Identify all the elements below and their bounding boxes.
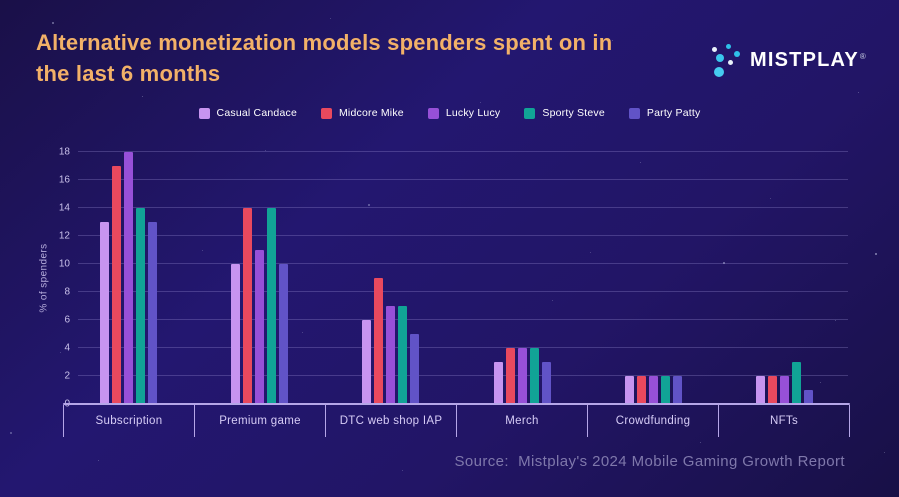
bar-sporty-steve-subscription [136,208,146,404]
gridline-18 [78,151,848,152]
bar-midcore-mike-premium-game [243,208,253,404]
y-tick-label-4: 4 [64,342,70,354]
y-tick-label-12: 12 [58,230,70,242]
bar-casual-candace-dtc-web-shop-iap [362,320,372,404]
gridline-14 [78,207,848,208]
category-cell-crowdfunding: Crowdfunding [587,405,718,437]
bar-party-patty-nfts [803,390,813,404]
mistplay-dots-icon [707,42,741,78]
bar-lucky-lucy-nfts [779,376,789,404]
y-tick-label-6: 6 [64,314,70,326]
y-tick-label-18: 18 [58,146,70,158]
page-title-line-1: Alternative monetization models spenders… [36,30,613,55]
gridline-6 [78,319,848,320]
category-label: NFTs [769,415,799,427]
bar-midcore-mike-crowdfunding [636,376,646,404]
bar-group-merch [457,152,588,404]
registered-trademark-symbol: ® [859,51,867,61]
legend-label: Casual Candace [216,107,297,119]
bar-series-area [63,152,850,404]
bar-sporty-steve-merch [529,348,539,404]
y-tick-label-14: 14 [58,202,70,214]
legend-item-casual-candace: Casual Candace [198,107,297,119]
gridline-10 [78,263,848,264]
bar-party-patty-merch [541,362,551,404]
x-axis-line [63,403,850,405]
legend-swatch-icon [524,107,536,119]
bar-lucky-lucy-crowdfunding [648,376,658,404]
category-label: Subscription [95,415,163,427]
legend-label: Party Patty [646,107,701,119]
bar-party-patty-crowdfunding [672,376,682,404]
gridline-2 [78,375,848,376]
plot-area: 024681012141618 [59,147,848,410]
bar-casual-candace-subscription [100,222,110,404]
legend-item-sporty-steve: Sporty Steve [524,107,605,119]
page-title-line-2: the last 6 months [36,61,221,86]
bar-lucky-lucy-premium-game [255,250,265,404]
category-cell-nfts: NFTs [718,405,850,437]
bar-sporty-steve-dtc-web-shop-iap [398,306,408,404]
legend-swatch-icon [320,107,332,119]
legend-label: Lucky Lucy [445,107,501,119]
gridline-4 [78,347,848,348]
category-label: Crowdfunding [615,415,691,427]
bar-group-subscription [63,152,194,404]
gridline-16 [78,179,848,180]
y-tick-label-10: 10 [58,258,70,270]
category-label: Merch [505,415,539,427]
x-axis-category-row: Subscription Premium game DTC web shop IAP… [63,405,850,437]
legend-item-midcore-mike: Midcore Mike [320,107,404,119]
category-cell-subscription: Subscription [63,405,194,437]
bar-group-premium-game [194,152,325,404]
source-attribution: Source: Mistplay's 2024 Mobile Gaming Gr… [454,453,845,470]
bar-group-nfts [719,152,850,404]
bar-casual-candace-nfts [755,376,765,404]
y-tick-label-2: 2 [64,370,70,382]
mistplay-logo: MISTPLAY® [707,42,866,78]
bar-sporty-steve-premium-game [267,208,277,404]
legend-label: Midcore Mike [338,107,404,119]
bar-midcore-mike-subscription [112,166,122,404]
legend-swatch-icon [198,107,210,119]
y-tick-label-8: 8 [64,286,70,298]
bar-lucky-lucy-merch [517,348,527,404]
legend-swatch-icon [427,107,439,119]
gridline-12 [78,235,848,236]
category-cell-premium-game: Premium game [194,405,325,437]
bar-lucky-lucy-subscription [124,152,134,404]
bar-midcore-mike-nfts [767,376,777,404]
bar-group-crowdfunding [588,152,719,404]
legend-item-lucky-lucy: Lucky Lucy [427,107,501,119]
bar-party-patty-premium-game [279,264,289,404]
y-axis-label: % of spenders [38,243,50,313]
gridline-8 [78,291,848,292]
bar-party-patty-dtc-web-shop-iap [410,334,420,404]
bar-casual-candace-crowdfunding [624,376,634,404]
category-label: Premium game [219,415,301,427]
category-cell-merch: Merch [456,405,587,437]
bar-sporty-steve-nfts [791,362,801,404]
chart-legend: Casual Candace Midcore Mike Lucky Lucy Spor… [0,107,899,119]
bar-casual-candace-premium-game [231,264,241,404]
category-cell-dtc-web-shop-iap: DTC web shop IAP [325,405,456,437]
category-label: DTC web shop IAP [339,415,443,427]
bar-party-patty-subscription [148,222,158,404]
bar-sporty-steve-crowdfunding [660,376,670,404]
bar-midcore-mike-dtc-web-shop-iap [374,278,384,404]
bar-group-dtc-web-shop-iap [325,152,456,404]
legend-swatch-icon [628,107,640,119]
bar-midcore-mike-merch [505,348,515,404]
legend-label: Sporty Steve [542,107,605,119]
mistplay-wordmark: MISTPLAY® [750,48,867,71]
bar-casual-candace-merch [493,362,503,404]
page-title: Alternative monetization models spenders… [36,27,756,89]
y-tick-label-16: 16 [58,174,70,186]
bar-lucky-lucy-dtc-web-shop-iap [386,306,396,404]
legend-item-party-patty: Party Patty [628,107,701,119]
